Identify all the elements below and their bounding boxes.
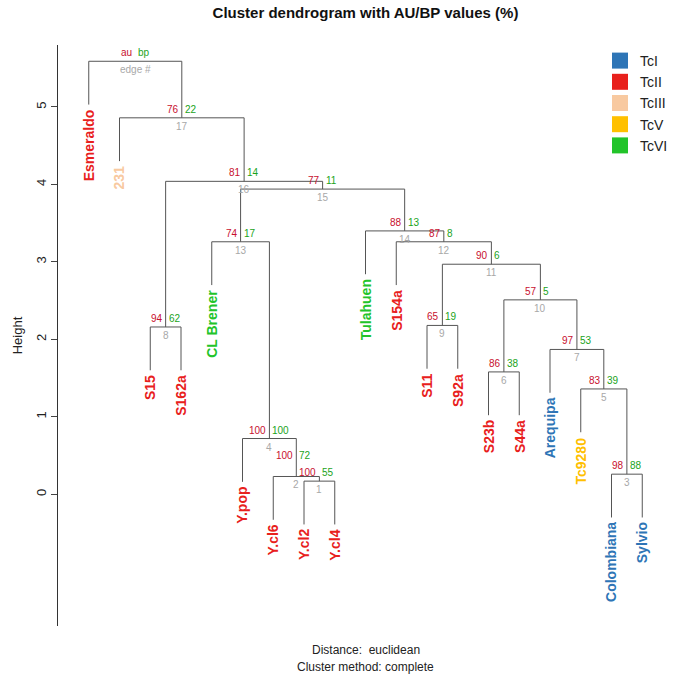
svg-text:Tc9280: Tc9280 [573, 438, 589, 485]
svg-text:14: 14 [399, 234, 411, 245]
svg-text:5: 5 [34, 101, 49, 108]
svg-text:17: 17 [176, 121, 188, 132]
svg-text:86: 86 [489, 358, 501, 369]
svg-text:57: 57 [525, 286, 537, 297]
svg-text:1: 1 [34, 411, 49, 418]
svg-text:S92a: S92a [450, 374, 466, 407]
svg-text:CL Brener: CL Brener [204, 290, 220, 358]
svg-text:4: 4 [34, 179, 49, 186]
svg-text:Tulahuen: Tulahuen [358, 279, 374, 340]
svg-text:15: 15 [317, 192, 329, 203]
svg-text:S15: S15 [142, 375, 158, 400]
svg-text:Sylvio: Sylvio [634, 522, 650, 563]
svg-text:11: 11 [326, 175, 337, 186]
svg-text:5: 5 [601, 392, 607, 403]
svg-text:62: 62 [169, 313, 181, 324]
svg-text:0: 0 [34, 489, 49, 496]
svg-text:88: 88 [390, 217, 402, 228]
svg-text:3: 3 [624, 477, 630, 488]
svg-text:2: 2 [34, 334, 49, 341]
svg-text:bp: bp [138, 47, 150, 58]
svg-text:au: au [121, 47, 132, 58]
svg-text:3: 3 [34, 256, 49, 263]
svg-text:83: 83 [589, 375, 601, 386]
svg-text:TcI: TcI [640, 53, 658, 69]
svg-text:11: 11 [486, 267, 497, 278]
svg-text:16: 16 [238, 184, 250, 195]
svg-text:Distance: euclidean: Distance: euclidean [312, 643, 420, 657]
svg-text:97: 97 [562, 335, 574, 346]
svg-text:39: 39 [607, 375, 619, 386]
svg-text:4: 4 [266, 442, 272, 453]
svg-text:Y.cl2: Y.cl2 [296, 529, 312, 560]
svg-text:S44a: S44a [512, 420, 528, 453]
svg-text:edge #: edge # [120, 64, 151, 75]
svg-text:Esmeraldo: Esmeraldo [81, 110, 97, 182]
svg-text:100: 100 [272, 425, 289, 436]
svg-text:72: 72 [299, 450, 311, 461]
svg-text:94: 94 [151, 313, 163, 324]
svg-text:TcV: TcV [640, 117, 664, 133]
svg-text:Cluster method: complete: Cluster method: complete [297, 660, 434, 674]
svg-text:TcII: TcII [640, 74, 662, 90]
svg-text:8: 8 [163, 330, 169, 341]
svg-text:17: 17 [244, 228, 256, 239]
svg-text:Height: Height [10, 316, 25, 354]
svg-text:88: 88 [630, 460, 642, 471]
svg-text:100: 100 [249, 425, 266, 436]
svg-text:9: 9 [439, 328, 445, 339]
svg-text:90: 90 [476, 250, 488, 261]
svg-text:22: 22 [185, 104, 197, 115]
svg-text:55: 55 [322, 467, 334, 478]
svg-text:2: 2 [293, 479, 299, 490]
svg-text:7: 7 [574, 352, 580, 363]
svg-text:98: 98 [612, 460, 624, 471]
svg-text:S162a: S162a [173, 375, 189, 416]
svg-text:87: 87 [429, 228, 441, 239]
svg-text:Y.cl4: Y.cl4 [327, 529, 343, 560]
svg-text:S11: S11 [419, 373, 435, 397]
svg-text:19: 19 [445, 311, 457, 322]
svg-text:TcIII: TcIII [640, 95, 666, 111]
svg-text:100: 100 [299, 467, 316, 478]
svg-text:65: 65 [427, 311, 439, 322]
svg-text:8: 8 [447, 228, 453, 239]
svg-text:231: 231 [111, 166, 127, 190]
svg-text:10: 10 [534, 303, 546, 314]
svg-text:100: 100 [276, 450, 293, 461]
svg-text:12: 12 [438, 245, 450, 256]
svg-text:S154a: S154a [389, 290, 405, 331]
svg-text:1: 1 [316, 484, 322, 495]
svg-text:38: 38 [507, 358, 519, 369]
svg-text:S23b: S23b [481, 420, 497, 453]
svg-text:14: 14 [247, 167, 259, 178]
svg-text:53: 53 [580, 335, 592, 346]
svg-text:Y.cl6: Y.cl6 [265, 524, 281, 555]
svg-text:81: 81 [229, 167, 241, 178]
svg-text:77: 77 [308, 175, 320, 186]
svg-text:76: 76 [167, 104, 179, 115]
svg-text:Y.pop: Y.pop [234, 486, 250, 523]
svg-text:Arequipa: Arequipa [542, 397, 558, 458]
svg-text:74: 74 [226, 228, 238, 239]
svg-text:6: 6 [494, 250, 500, 261]
svg-text:13: 13 [408, 217, 420, 228]
svg-text:Cluster dendrogram with AU/BP: Cluster dendrogram with AU/BP values (%) [213, 4, 519, 21]
svg-text:Colombiana: Colombiana [603, 522, 619, 602]
svg-text:13: 13 [235, 245, 247, 256]
svg-text:TcVI: TcVI [640, 138, 667, 154]
svg-text:6: 6 [501, 375, 507, 386]
svg-text:5: 5 [543, 286, 549, 297]
